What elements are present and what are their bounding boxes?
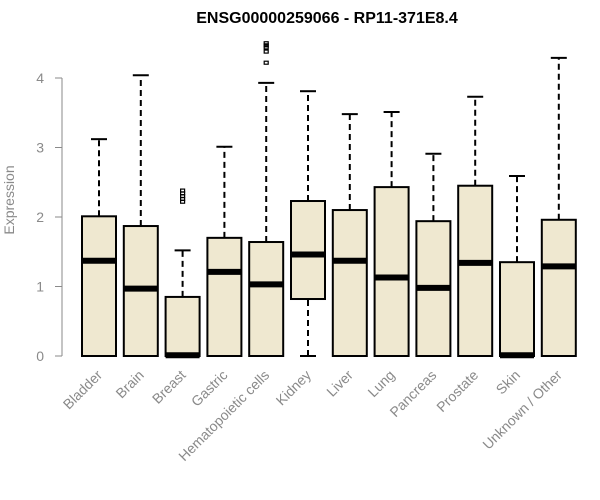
box-iqr: [373, 186, 410, 357]
box-iqr: [540, 218, 577, 357]
box-group: [373, 111, 410, 357]
box-iqr: [164, 295, 201, 357]
box-group: [290, 90, 326, 357]
x-tick-label: Unknown / Other: [479, 367, 565, 453]
box-group: [248, 41, 285, 358]
box-iqr: [248, 241, 285, 358]
box-group: [206, 145, 243, 358]
box-group: [122, 74, 159, 357]
y-tick-label: 2: [36, 209, 44, 225]
outlier-point: [263, 60, 269, 65]
x-tick-label: Bladder: [60, 367, 106, 413]
box-iqr: [290, 200, 326, 301]
chart-title: ENSG00000259066 - RP11-371E8.4: [196, 10, 458, 27]
x-tick-label: Brain: [112, 367, 146, 401]
x-tick-label: Lung: [364, 367, 397, 400]
outlier-point: [263, 49, 269, 54]
y-tick-label: 4: [36, 70, 44, 86]
outlier-point: [263, 41, 269, 46]
outlier-point: [180, 188, 186, 193]
box-iqr: [457, 184, 494, 357]
boxes-layer: [81, 41, 577, 359]
box-iqr: [206, 236, 243, 358]
y-tick-label: 1: [36, 279, 44, 295]
box-group: [457, 95, 494, 357]
box-group: [331, 113, 368, 357]
x-tick-label: Breast: [149, 367, 189, 407]
box-group: [540, 56, 577, 357]
x-tick-label: Liver: [323, 367, 356, 400]
box-iqr: [81, 215, 117, 357]
x-tick-label: Skin: [493, 367, 524, 398]
x-tick-label: Kidney: [273, 367, 315, 409]
y-axis-label: Expression: [1, 165, 17, 234]
box-group: [81, 138, 117, 357]
box-iqr: [331, 209, 368, 357]
x-tick-label: Prostate: [433, 367, 481, 415]
y-tick-label: 0: [36, 348, 44, 364]
box-group: [415, 152, 452, 357]
box-group: [164, 188, 201, 359]
y-tick-label: 3: [36, 140, 44, 156]
box-group: [499, 174, 535, 359]
box-iqr: [499, 261, 535, 357]
y-axis: 0 1 2 3 4: [36, 70, 63, 364]
